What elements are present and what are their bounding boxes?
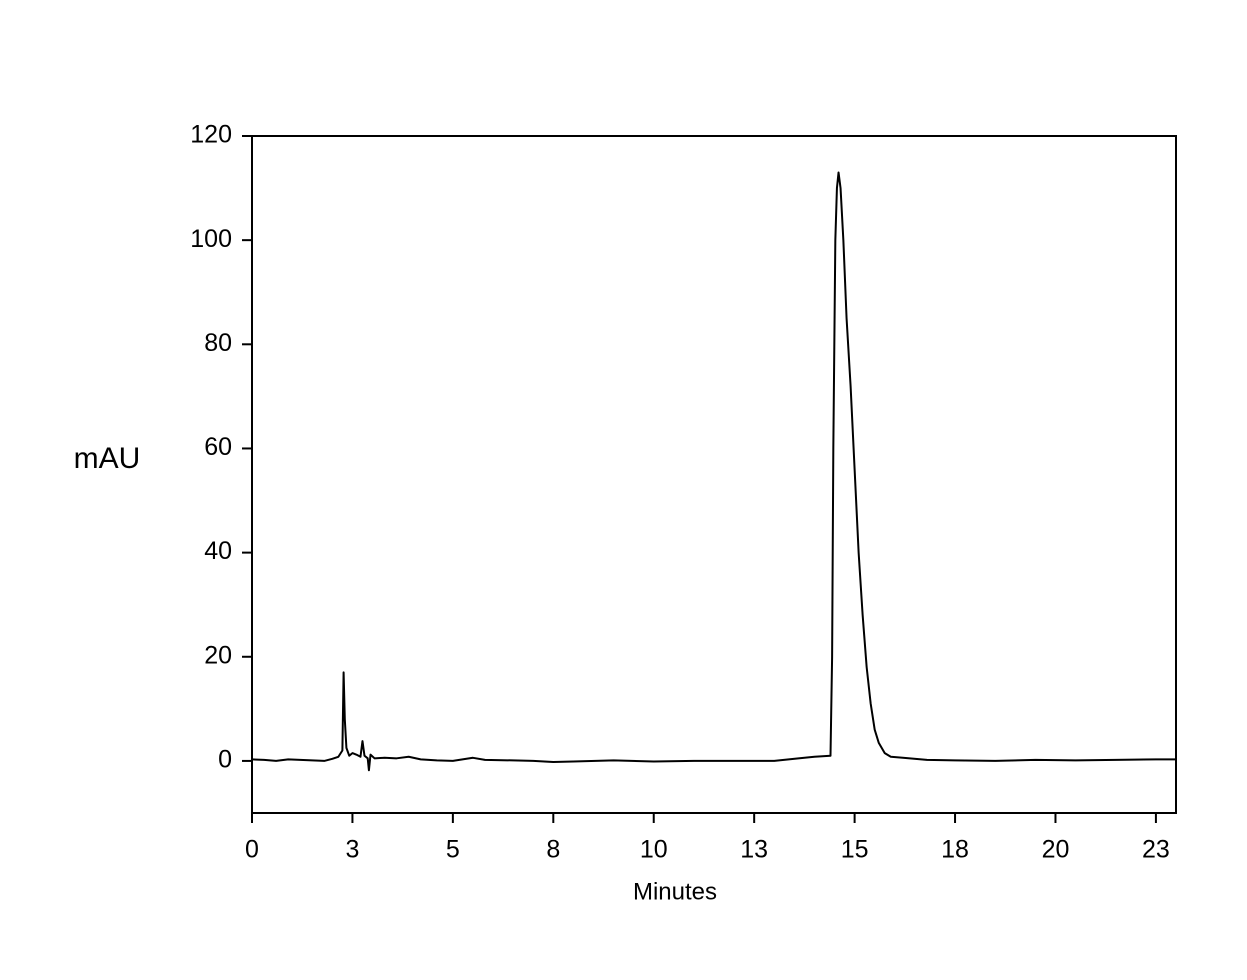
- y-axis-label: mAU: [74, 442, 141, 475]
- y-tick-label: 80: [204, 329, 232, 357]
- x-tick-label: 13: [740, 836, 768, 864]
- x-tick-label: 15: [841, 836, 869, 864]
- x-tick-label: 10: [640, 836, 668, 864]
- x-tick-label: 3: [345, 836, 359, 864]
- x-tick-label: 8: [546, 836, 560, 864]
- y-tick-label: 100: [190, 225, 232, 253]
- x-axis-label: Minutes: [633, 878, 717, 905]
- y-tick-label: 0: [218, 746, 232, 774]
- plot-frame: [251, 135, 1177, 814]
- x-tick-label: 20: [1042, 836, 1070, 864]
- x-tick-label: 23: [1142, 836, 1170, 864]
- y-tick-label: 40: [204, 537, 232, 565]
- trace: [251, 171, 1176, 772]
- y-tick-label: 20: [204, 641, 232, 669]
- y-tick-label: 60: [204, 433, 232, 461]
- x-tick-label: 0: [245, 836, 259, 864]
- x-tick-label: 18: [941, 836, 969, 864]
- x-tick-label: 5: [446, 836, 460, 864]
- y-tick-label: 120: [190, 121, 232, 149]
